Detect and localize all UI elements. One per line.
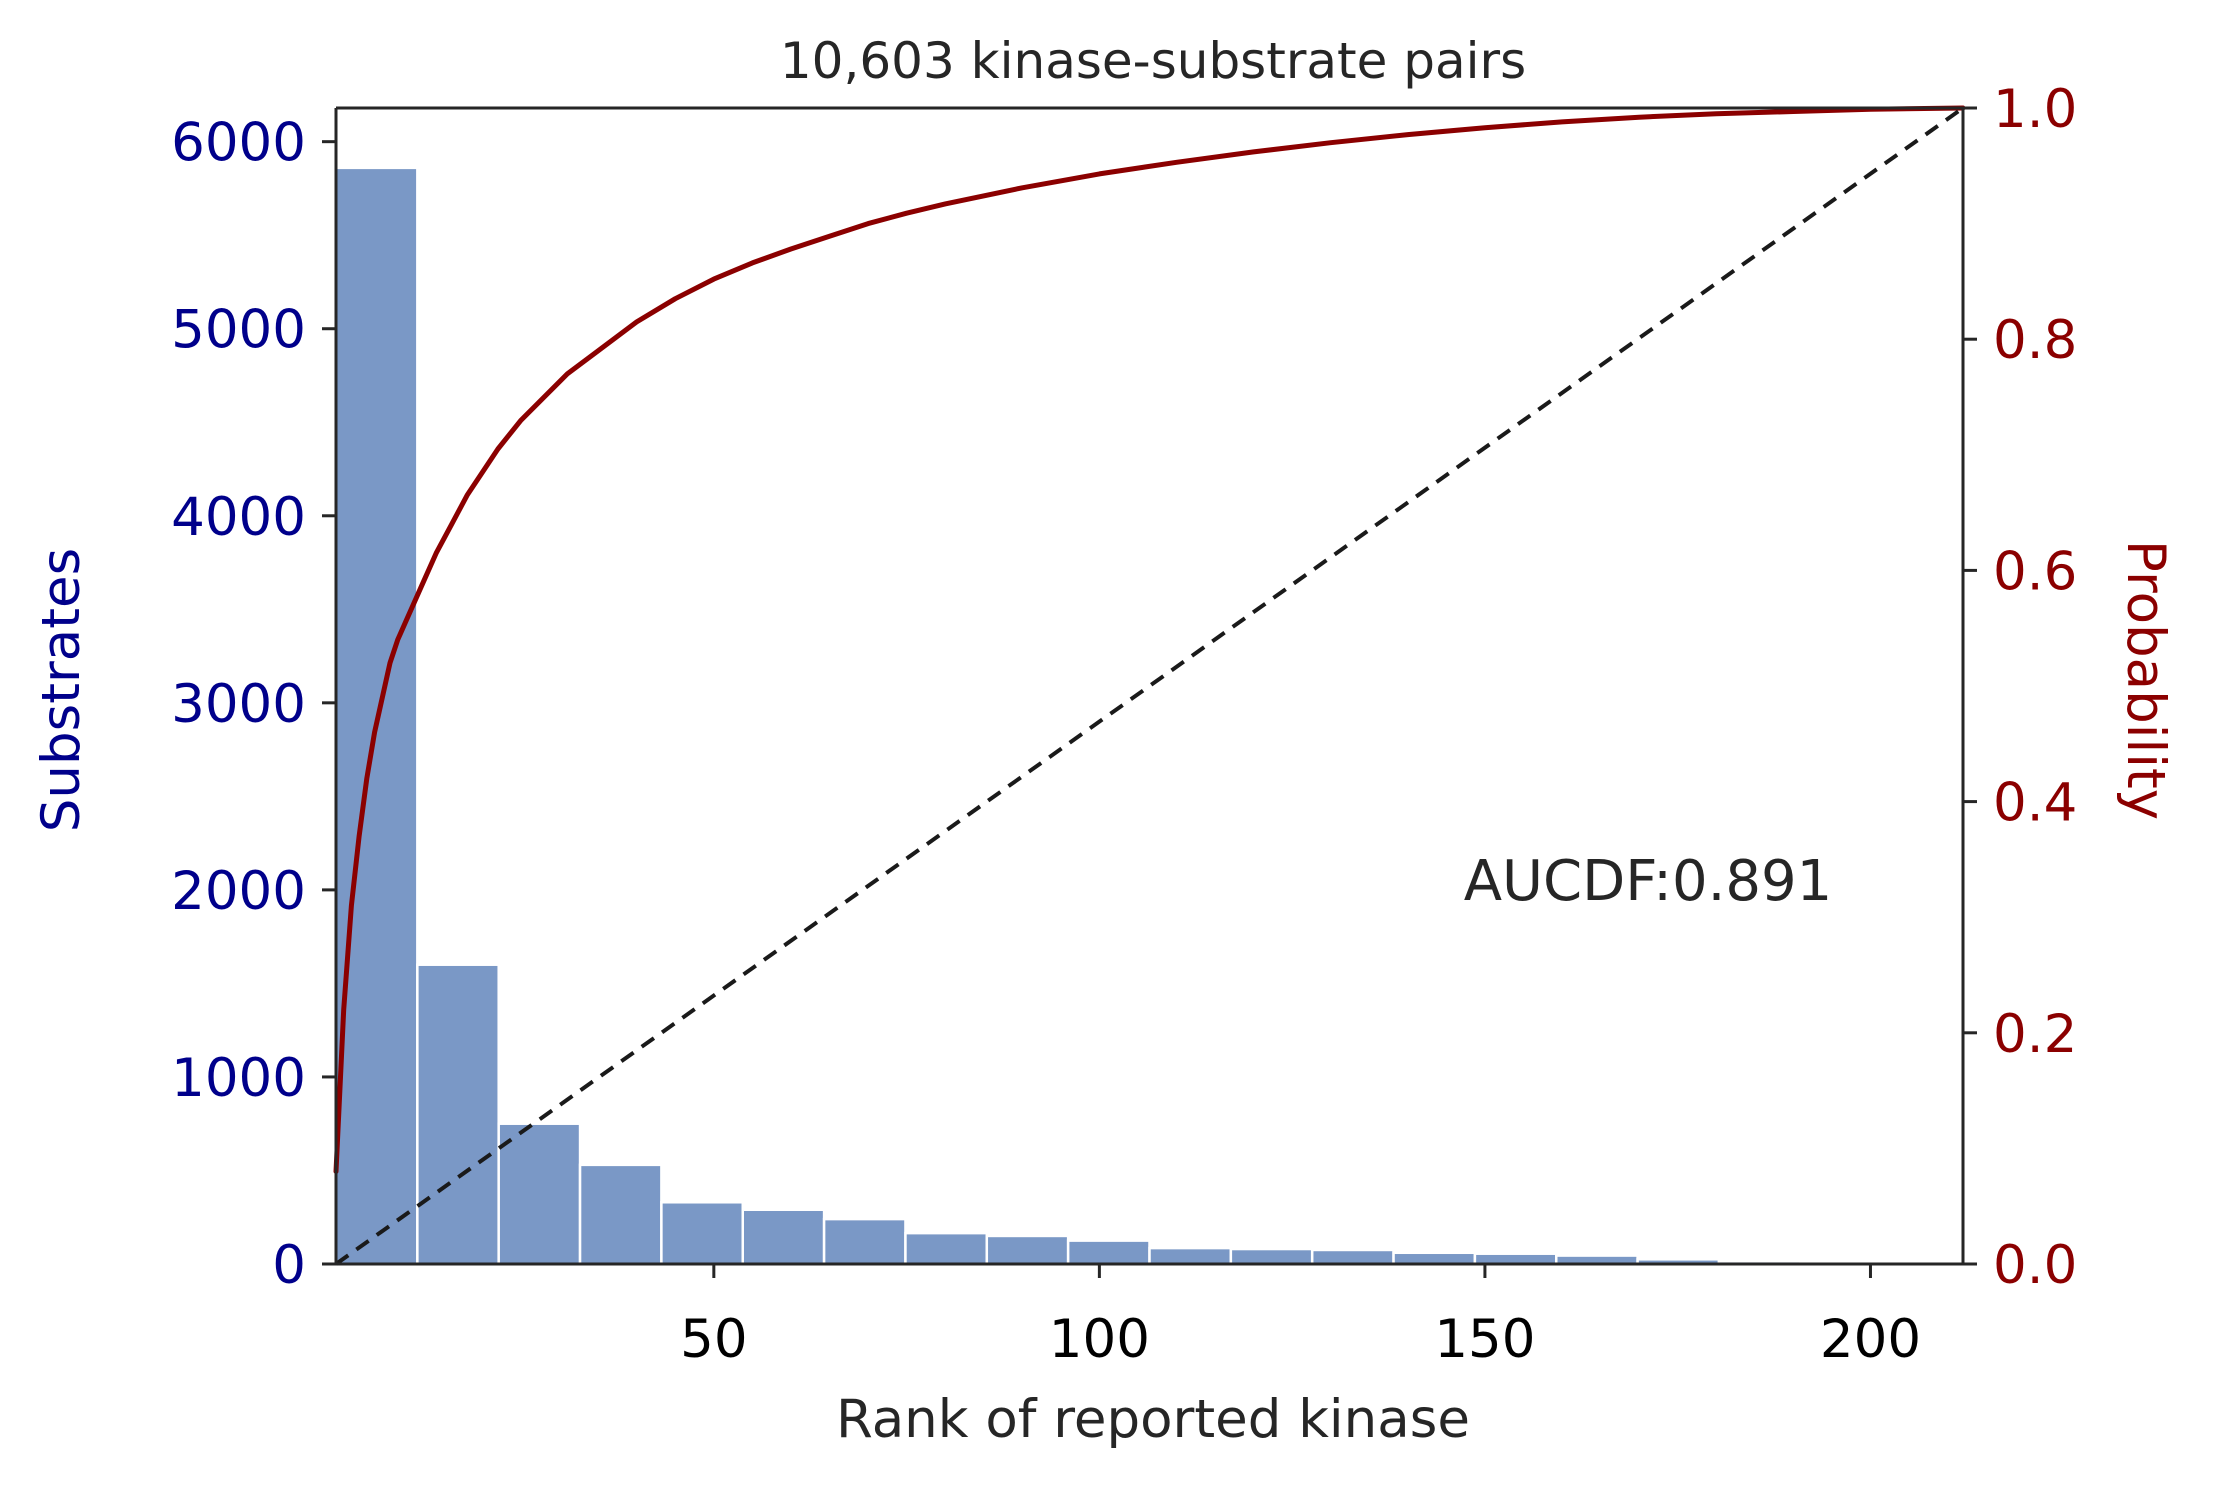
y2-tick-label: 1.0 — [1993, 79, 2077, 140]
histogram-bar — [822, 1217, 907, 1266]
histogram-bar — [1473, 1252, 1558, 1266]
aucdf-annotation: AUCDF:0.891 — [1464, 849, 1833, 914]
y2-tick-label: 0.0 — [1993, 1235, 2077, 1296]
x-axis-label: Rank of reported kinase — [836, 1389, 1470, 1450]
y-tick-label: 2000 — [171, 861, 306, 922]
histogram-bars — [334, 166, 1965, 1266]
y-tick-label: 6000 — [171, 113, 306, 174]
histogram-bar — [1310, 1248, 1395, 1266]
y-tick-label: 1000 — [171, 1048, 306, 1109]
y-tick-label: 3000 — [171, 674, 306, 735]
chart-title: 10,603 kinase-substrate pairs — [780, 32, 1526, 90]
histogram-bar — [1148, 1246, 1233, 1266]
plot-lines — [333, 105, 1966, 1266]
histogram-bar — [660, 1201, 745, 1266]
y2-tick-label: 0.8 — [1993, 310, 2077, 371]
y2-tick-label: 0.6 — [1993, 541, 2077, 602]
y2-tick-label: 0.4 — [1993, 773, 2077, 834]
y-axis-ticks: 0 1000 2000 3000 4000 5000 6000 — [171, 113, 336, 1296]
y2-tick-label: 0.2 — [1993, 1004, 2077, 1065]
y2-axis-label: Probability — [2115, 540, 2176, 820]
histogram-bar — [416, 963, 500, 1266]
histogram-bar — [1066, 1239, 1151, 1266]
histogram-bar — [1392, 1251, 1477, 1266]
x-tick-label: 50 — [680, 1309, 747, 1370]
x-tick-label: 100 — [1049, 1309, 1150, 1370]
plot-frame — [334, 106, 1965, 1266]
y-tick-label: 4000 — [171, 487, 306, 548]
random-baseline-line — [334, 106, 1965, 1266]
y-tick-label: 0 — [272, 1235, 306, 1296]
x-tick-label: 200 — [1820, 1309, 1921, 1370]
y-axis-label: Substrates — [31, 548, 92, 833]
histogram-bar — [497, 1122, 582, 1266]
histogram-bar — [741, 1208, 826, 1266]
x-tick-label: 150 — [1434, 1309, 1535, 1370]
histogram-bar — [1229, 1247, 1314, 1266]
x-axis-ticks: 50 100 150 200 — [680, 1264, 1921, 1370]
cdf-line — [333, 105, 1966, 1174]
histogram-bar — [985, 1234, 1070, 1266]
y2-axis-ticks: 0.0 0.2 0.4 0.6 0.8 1.0 — [1963, 79, 2077, 1296]
histogram-bar — [904, 1231, 989, 1266]
histogram-bar — [578, 1163, 663, 1266]
y-tick-label: 5000 — [171, 300, 306, 361]
